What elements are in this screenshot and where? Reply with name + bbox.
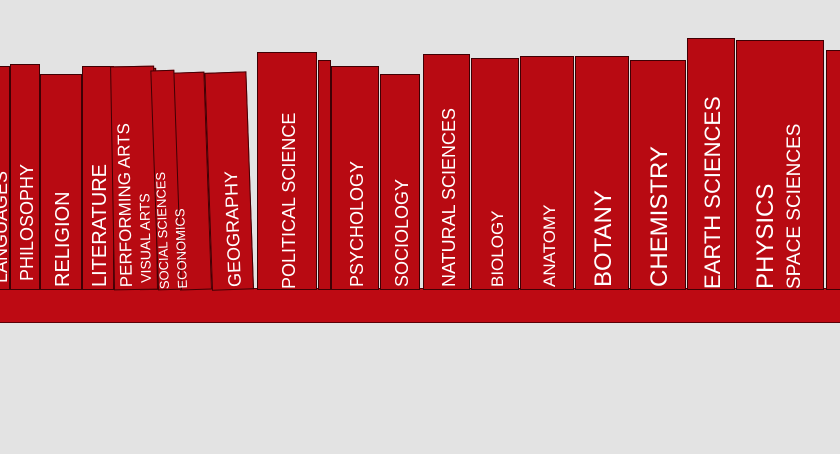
book-title: CHEMISTRY <box>646 146 673 287</box>
book-biology: BIOLOGY <box>471 58 519 290</box>
book-title: BIOLOGY <box>487 210 507 287</box>
book-natural-sciences: NATURAL SCIENCES <box>423 54 470 290</box>
book-title: PSYCHOLOGY <box>347 160 367 287</box>
book-psychology: PSYCHOLOGY <box>331 66 379 290</box>
book-sociology: SOCIOLOGY <box>380 74 420 290</box>
book-botany: BOTANY <box>575 56 629 290</box>
book-geography: GEOGRAPHY <box>204 71 254 291</box>
book-title: PERFORMING ARTS <box>113 122 136 288</box>
book-title: SOCIOLOGY <box>392 178 412 287</box>
book-title: BOTANY <box>590 190 617 287</box>
book-title: SPACE SCIENCES <box>783 123 805 289</box>
book-literature: LITERATURE <box>82 66 114 290</box>
book-languages: LANGUAGES <box>0 66 11 290</box>
book-religion: RELIGION <box>40 74 82 290</box>
shelf <box>0 288 840 323</box>
book-title: ECONOMICS <box>171 208 190 289</box>
book-title: LANGUAGES <box>0 170 11 283</box>
book-title: RELIGION <box>52 191 74 287</box>
book-title: LITERATURE <box>89 164 111 287</box>
book-philosophy: PHILOSOPHY <box>10 64 40 290</box>
book-title: EARTH SCIENCES <box>700 96 725 289</box>
book-political-science: POLITICAL SCIENCE <box>257 52 317 290</box>
book-chemistry: CHEMISTRY <box>630 60 686 290</box>
book-title: PHILOSOPHY <box>17 163 37 281</box>
book-title: POLITICAL SCIENCE <box>279 112 299 289</box>
book-title: VISUAL ARTS <box>136 193 154 283</box>
book-earth-sciences: EARTH SCIENCES <box>687 38 735 290</box>
book-anatomy: ANATOMY <box>520 56 574 290</box>
book-title: NATURAL SCIENCES <box>438 107 459 287</box>
book-title: PHYSICS <box>752 183 779 289</box>
book-spine <box>826 50 840 290</box>
book-title: GEOGRAPHY <box>220 170 245 288</box>
book-spine <box>318 60 331 290</box>
book-title: ANATOMY <box>539 204 559 288</box>
book-title: SOCIAL SCIENCES <box>152 171 172 290</box>
book-physics: PHYSICS SPACE SCIENCES <box>736 40 824 290</box>
